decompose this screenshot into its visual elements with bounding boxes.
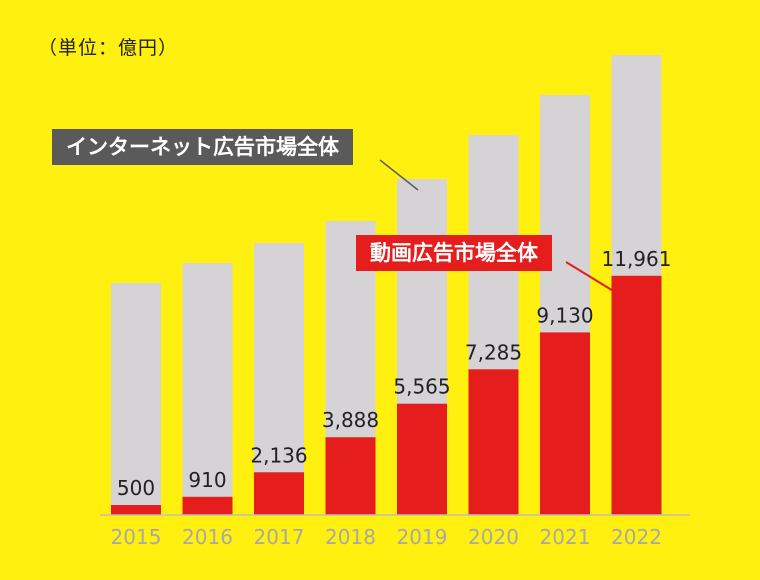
value-label-2017: 2,136 (250, 443, 307, 467)
video-bar-2016 (182, 496, 233, 515)
total-bar-2017 (254, 243, 304, 515)
value-label-2020: 7,285 (465, 340, 522, 364)
video-bar-2018 (325, 437, 376, 515)
video-bar-2020 (468, 369, 519, 515)
x-tick-2020: 2020 (468, 525, 519, 549)
total-callout-line (379, 159, 419, 191)
total-market-label: インターネット広告市場全体 (52, 129, 353, 165)
video-bar-2022 (611, 275, 662, 515)
x-tick-labels: 2015 2016 2017 2018 2019 2020 2021 2022 (111, 525, 662, 549)
value-label-2021: 9,130 (536, 303, 593, 327)
value-label-2022: 11,961 (602, 247, 672, 271)
video-bars (111, 275, 662, 515)
value-label-2019: 5,565 (393, 375, 450, 399)
x-tick-2019: 2019 (397, 525, 448, 549)
video-market-label: 動画広告市場全体 (356, 235, 552, 271)
value-label-2016: 910 (188, 468, 226, 492)
video-bar-2015 (111, 505, 161, 515)
value-labels: 500 910 2,136 3,888 5,565 7,285 9,130 11,961 (117, 247, 672, 500)
value-label-2018: 3,888 (322, 408, 379, 432)
x-tick-2018: 2018 (325, 525, 376, 549)
video-bar-2019 (397, 403, 447, 515)
video-bar-2021 (540, 332, 590, 515)
total-bar-2016 (182, 263, 233, 515)
value-label-2015: 500 (117, 476, 155, 500)
x-tick-2021: 2021 (540, 525, 591, 549)
x-tick-2022: 2022 (611, 525, 662, 549)
x-tick-2016: 2016 (182, 525, 233, 549)
total-bar-2015 (111, 283, 161, 515)
x-tick-2015: 2015 (111, 525, 162, 549)
video-bar-2017 (254, 472, 304, 515)
video-callout-line (565, 261, 616, 293)
x-tick-2017: 2017 (254, 525, 305, 549)
unit-label: （単位：億円） (38, 37, 179, 59)
